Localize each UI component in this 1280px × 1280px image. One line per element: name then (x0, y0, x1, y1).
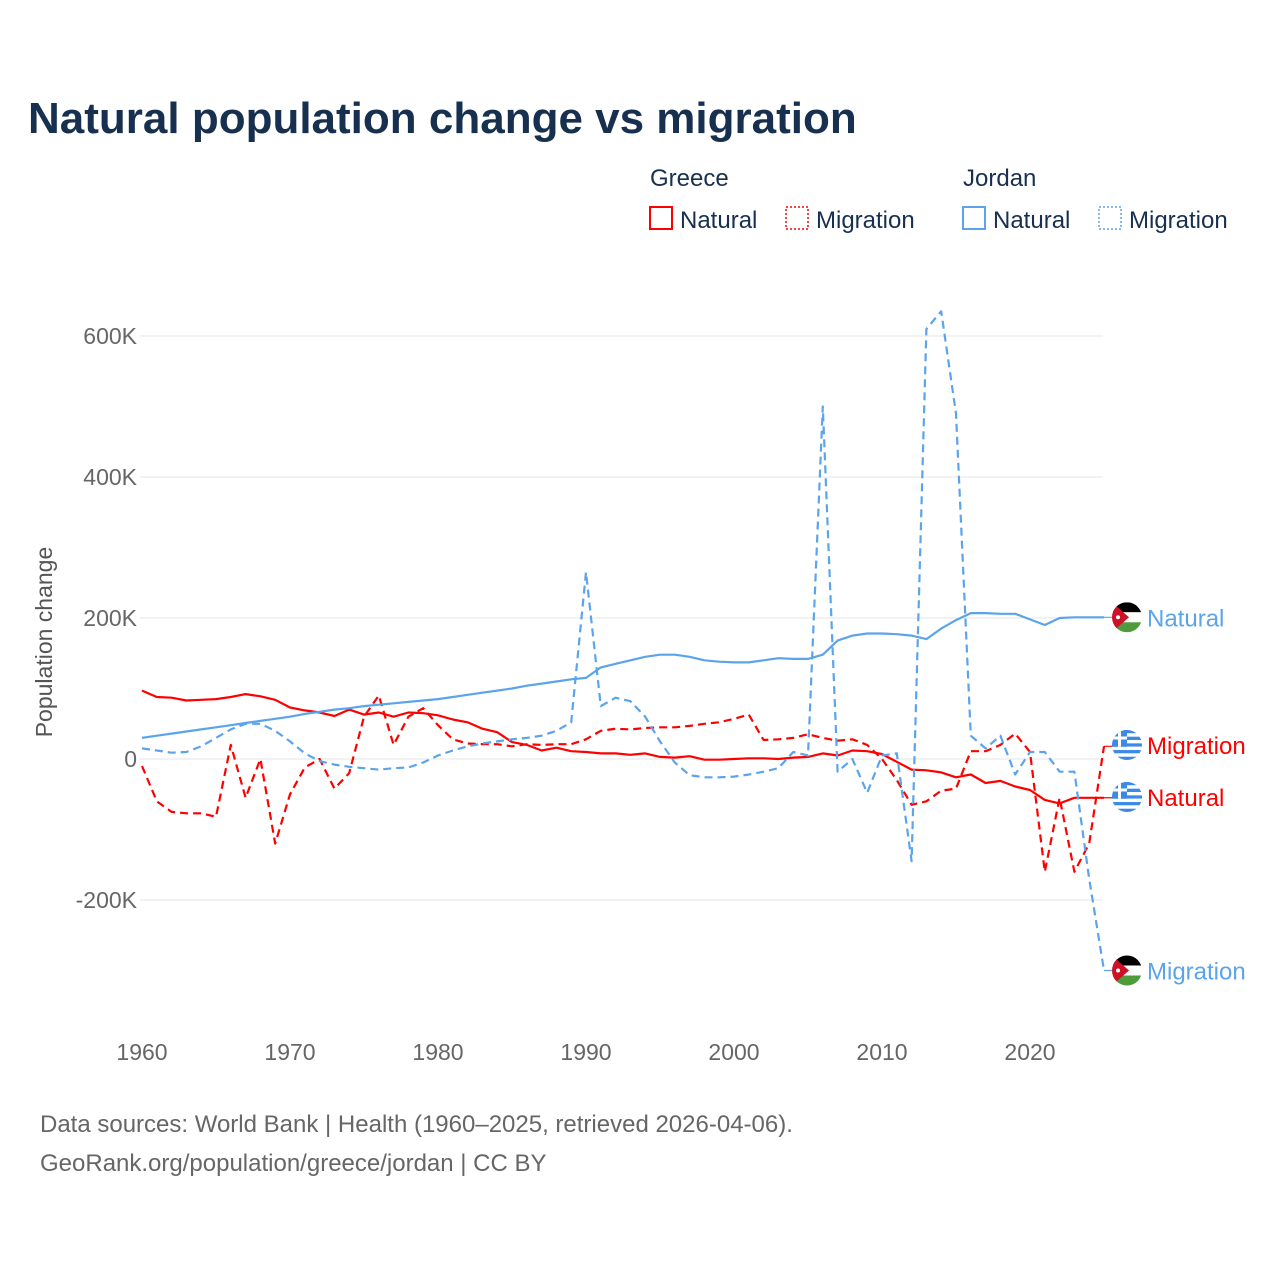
end-label-jordan-natural: Natural (1147, 605, 1224, 632)
source-note: Data sources: World Bank | Health (1960–… (40, 1111, 793, 1138)
jordan-flag-icon (1112, 602, 1142, 633)
series-line-jordan-migration (141, 310, 1106, 971)
x-tick-label: 1990 (560, 1039, 611, 1065)
legend-item-natural[interactable]: Natural (993, 207, 1070, 234)
y-tick-label: -200K (76, 887, 138, 913)
y-axis: -200K 0 200K 400K 600K (76, 323, 138, 913)
legend: Greece Natural Migration Jordan Natural Migra… (649, 165, 1228, 234)
x-tick-label: 2020 (1004, 1039, 1055, 1065)
x-axis: 1960 1970 1980 1990 2000 2010 2020 (116, 1039, 1055, 1065)
legend-group-title: Greece (650, 165, 729, 192)
end-labels: Natural Migration Natural Migration (1112, 602, 1246, 986)
greece-flag-icon (1112, 730, 1142, 760)
x-tick-label: 2000 (708, 1039, 759, 1065)
y-tick-label: 600K (83, 323, 137, 349)
series-lines (140, 310, 1126, 972)
legend-swatch-natural (649, 206, 673, 230)
legend-item-migration[interactable]: Migration (1129, 207, 1228, 234)
series-line-greece-natural (141, 689, 1104, 805)
x-tick-label: 1960 (116, 1039, 167, 1065)
y-tick-label: 400K (83, 464, 137, 490)
series-line-jordan-natural (141, 611, 1104, 739)
x-tick-label: 2010 (856, 1039, 907, 1065)
legend-swatch-migration (785, 206, 809, 230)
legend-item-natural[interactable]: Natural (680, 207, 757, 234)
end-label-greece-migration: Migration (1147, 733, 1246, 760)
y-tick-label: 200K (83, 605, 137, 631)
y-axis-label: Population change (31, 547, 57, 738)
end-label-greece-natural: Natural (1147, 785, 1224, 812)
chart-title: Natural population change vs migration (28, 94, 857, 143)
legend-item-migration[interactable]: Migration (816, 207, 915, 234)
x-tick-label: 1980 (412, 1039, 463, 1065)
series-line-greece-migration (140, 694, 1106, 873)
greece-flag-icon (1112, 782, 1142, 812)
jordan-flag-icon (1112, 955, 1142, 986)
legend-swatch-migration (1098, 206, 1122, 230)
credit-note: GeoRank.org/population/greece/jordan | C… (40, 1150, 547, 1177)
y-tick-label: 0 (124, 746, 137, 772)
grid (140, 335, 1103, 901)
end-label-jordan-migration: Migration (1147, 959, 1246, 986)
legend-group-title: Jordan (963, 165, 1036, 192)
x-tick-label: 1970 (264, 1039, 315, 1065)
legend-swatch-natural (962, 206, 986, 230)
